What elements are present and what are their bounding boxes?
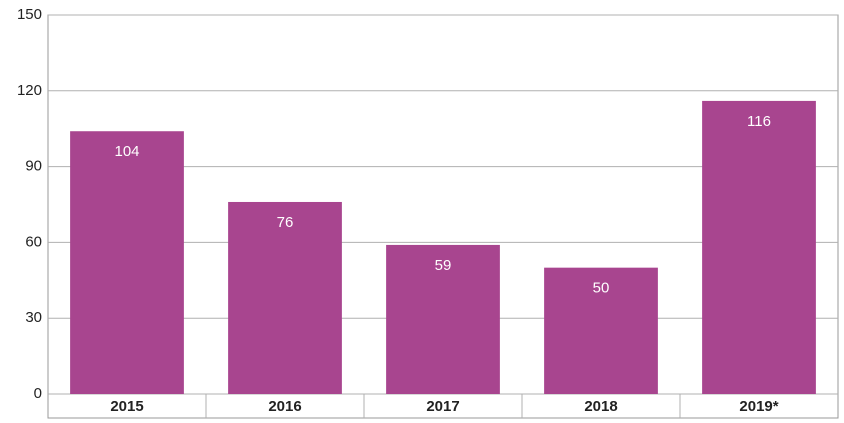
value-label: 116 xyxy=(747,113,771,130)
y-tick-label: 120 xyxy=(17,82,42,99)
x-tick-label: 2017 xyxy=(426,398,459,415)
y-tick-label: 90 xyxy=(25,158,42,175)
value-label: 59 xyxy=(435,257,452,274)
bar xyxy=(70,131,184,394)
bar xyxy=(386,244,500,394)
value-label: 104 xyxy=(114,143,139,160)
y-tick-label: 30 xyxy=(25,309,42,326)
bar xyxy=(228,201,342,394)
bar xyxy=(544,267,658,394)
value-label: 76 xyxy=(277,214,294,231)
y-tick-label: 0 xyxy=(34,385,42,402)
x-tick-label: 2019* xyxy=(739,398,778,415)
x-tick-label: 2015 xyxy=(110,398,143,415)
y-tick-label: 60 xyxy=(25,233,42,250)
x-tick-label: 2018 xyxy=(584,398,617,415)
x-tick-label: 2016 xyxy=(268,398,301,415)
bar xyxy=(702,100,816,394)
value-label: 50 xyxy=(593,280,610,297)
y-tick-label: 150 xyxy=(17,6,42,23)
